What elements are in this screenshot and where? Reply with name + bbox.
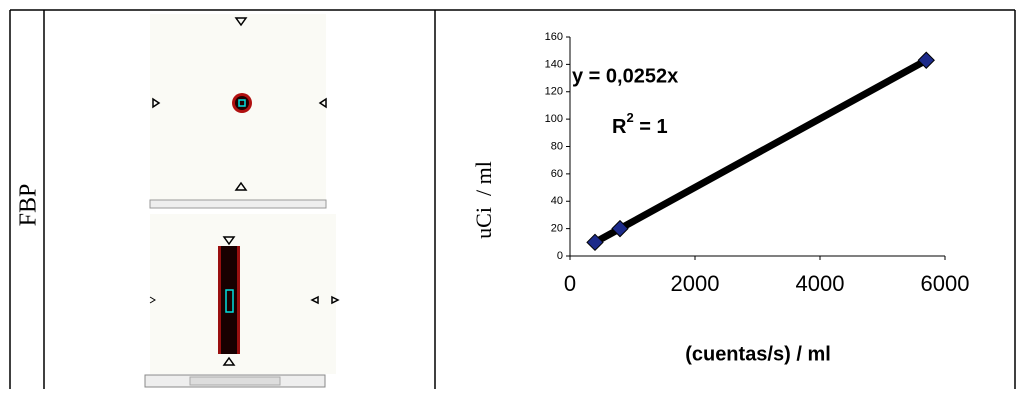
r-sup: 2: [626, 110, 633, 125]
x-tick-label: 6000: [921, 271, 970, 296]
y-tick-label: 100: [545, 113, 563, 125]
chart: (cuentas/s) / ml uCi / ml y = 0,0252x R2…: [471, 31, 969, 365]
page: FBP (cuentas/s) / ml uCi / ml y = 0,0252…: [0, 0, 1027, 389]
y-tick-label: 60: [551, 168, 563, 180]
r-rest: = 1: [634, 116, 668, 138]
x-tick-label: 2000: [671, 271, 720, 296]
x-tick-label: 0: [564, 271, 576, 296]
y-tick-label: 80: [551, 140, 563, 152]
trend-line: [595, 60, 926, 242]
image-top: [150, 14, 326, 208]
image-bottom: [145, 214, 338, 387]
y-axis-label: uCi / ml: [471, 161, 496, 239]
x-tick-label: 4000: [796, 271, 845, 296]
r-squared: R2 = 1: [612, 110, 668, 138]
y-tick-label: 0: [557, 250, 563, 262]
y-tick-label: 40: [551, 195, 563, 207]
y-tick-label: 140: [545, 58, 563, 70]
y-tick-label: 160: [545, 31, 563, 43]
row-label: FBP: [16, 184, 42, 227]
x-axis-label: (cuentas/s) / ml: [685, 343, 831, 365]
r-base: R: [612, 116, 627, 138]
y-tick-label: 20: [551, 223, 563, 235]
annotation: y = 0,0252x: [572, 65, 678, 87]
y-tick-label: 120: [545, 86, 563, 98]
